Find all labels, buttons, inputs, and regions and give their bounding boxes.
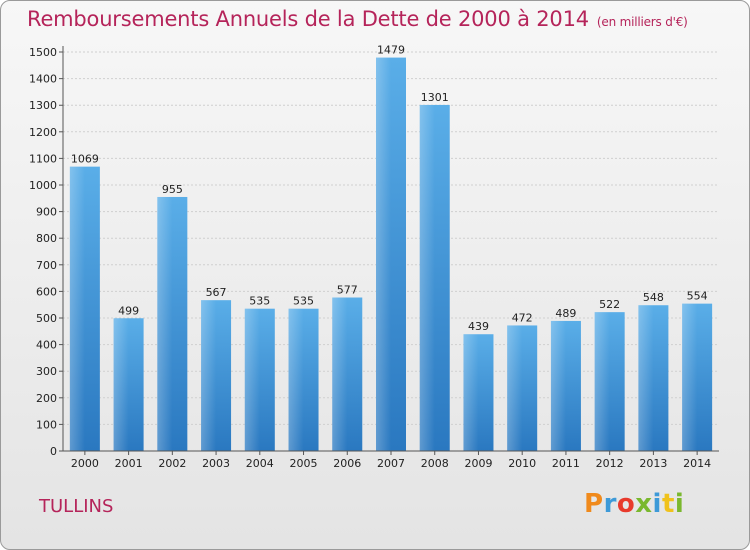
logo-letter: x	[635, 489, 653, 519]
y-tick-label: 1300	[29, 99, 57, 112]
x-tick-label-2014: 2014	[683, 457, 711, 470]
value-labels: 1069 499 955 567 535 535 577 1479 1301 439 472 489 5…	[71, 44, 708, 334]
bar-highlight	[288, 308, 304, 451]
y-axis-ticks: 0 100 200 300 400 500 600 700 800 900 1000 1100 1200…	[29, 46, 63, 458]
value-label-2001: 499	[118, 304, 139, 317]
y-tick-label: 500	[36, 312, 57, 325]
y-tick-label: 1100	[29, 152, 57, 165]
x-tick-label-2012: 2012	[596, 457, 624, 470]
value-label-2009: 439	[468, 320, 489, 333]
bar-highlight	[69, 166, 85, 451]
bar-highlight	[463, 334, 479, 451]
y-tick-label: 400	[36, 339, 57, 352]
x-axis-ticks: 2000 2001 2002 2003 2004 2005 2006 2007 2008 2009…	[71, 451, 711, 470]
bar-highlight	[244, 308, 260, 451]
x-tick-label-2008: 2008	[421, 457, 449, 470]
city-name: TULLINS	[39, 496, 114, 517]
logo-letter: t	[661, 489, 675, 519]
logo-letter: o	[616, 489, 636, 519]
x-tick-label-2001: 2001	[115, 457, 143, 470]
x-tick-label-2006: 2006	[333, 457, 361, 470]
value-label-2010: 472	[512, 311, 533, 324]
y-tick-label: 800	[36, 232, 57, 245]
bars	[69, 57, 713, 452]
bar-highlight	[594, 312, 610, 451]
y-tick-label: 1000	[29, 179, 57, 192]
x-tick-label-2004: 2004	[246, 457, 274, 470]
proxiti-logo[interactable]: Proxiti	[584, 489, 684, 519]
bar-highlight	[507, 325, 523, 451]
x-tick-label-2003: 2003	[202, 457, 230, 470]
x-tick-label-2010: 2010	[508, 457, 536, 470]
x-tick-label-2000: 2000	[71, 457, 99, 470]
value-label-2012: 522	[599, 298, 620, 311]
y-tick-label: 600	[36, 285, 57, 298]
bar-highlight	[113, 318, 129, 451]
chart-title: Remboursements Annuels de la Dette de 20…	[27, 7, 688, 31]
bar-highlight	[201, 300, 217, 451]
logo-letter: r	[603, 489, 617, 519]
logo-letter: i	[674, 489, 685, 519]
y-tick-label: 200	[36, 392, 57, 405]
y-tick-label: 900	[36, 206, 57, 219]
y-tick-label: 1400	[29, 73, 57, 86]
value-label-2004: 535	[249, 295, 270, 308]
title-text: Remboursements Annuels de la Dette de 20…	[27, 7, 589, 31]
x-tick-label-2002: 2002	[158, 457, 186, 470]
bar-highlight	[682, 303, 698, 451]
logo-letter: P	[584, 489, 604, 519]
value-label-2008: 1301	[421, 91, 449, 104]
y-tick-label: 1500	[29, 46, 57, 59]
bar-highlight	[550, 320, 566, 451]
x-tick-label-2013: 2013	[639, 457, 667, 470]
bar-highlight	[157, 196, 173, 451]
value-label-2007: 1479	[377, 44, 405, 57]
y-tick-label: 1200	[29, 126, 57, 139]
value-label-2006: 577	[337, 284, 358, 297]
bar-highlight	[638, 305, 654, 451]
bar-highlight	[332, 297, 348, 451]
value-label-2003: 567	[206, 286, 227, 299]
value-label-2000: 1069	[71, 153, 99, 166]
y-tick-label: 300	[36, 365, 57, 378]
value-label-2014: 554	[687, 290, 708, 303]
title-unit: (en milliers d'€)	[596, 15, 688, 29]
x-tick-label-2007: 2007	[377, 457, 405, 470]
value-label-2002: 955	[162, 183, 183, 196]
bar-highlight	[376, 57, 391, 451]
y-tick-label: 700	[36, 259, 57, 272]
value-label-2005: 535	[293, 295, 314, 308]
x-tick-label-2011: 2011	[552, 457, 580, 470]
y-tick-label: 0	[50, 445, 57, 458]
logo-letter: i	[652, 489, 662, 519]
bar-highlight	[419, 104, 435, 452]
x-tick-label-2009: 2009	[464, 457, 492, 470]
x-tick-label-2005: 2005	[290, 457, 318, 470]
y-tick-label: 100	[36, 418, 57, 431]
value-label-2013: 548	[643, 291, 664, 304]
value-label-2011: 489	[555, 307, 576, 320]
